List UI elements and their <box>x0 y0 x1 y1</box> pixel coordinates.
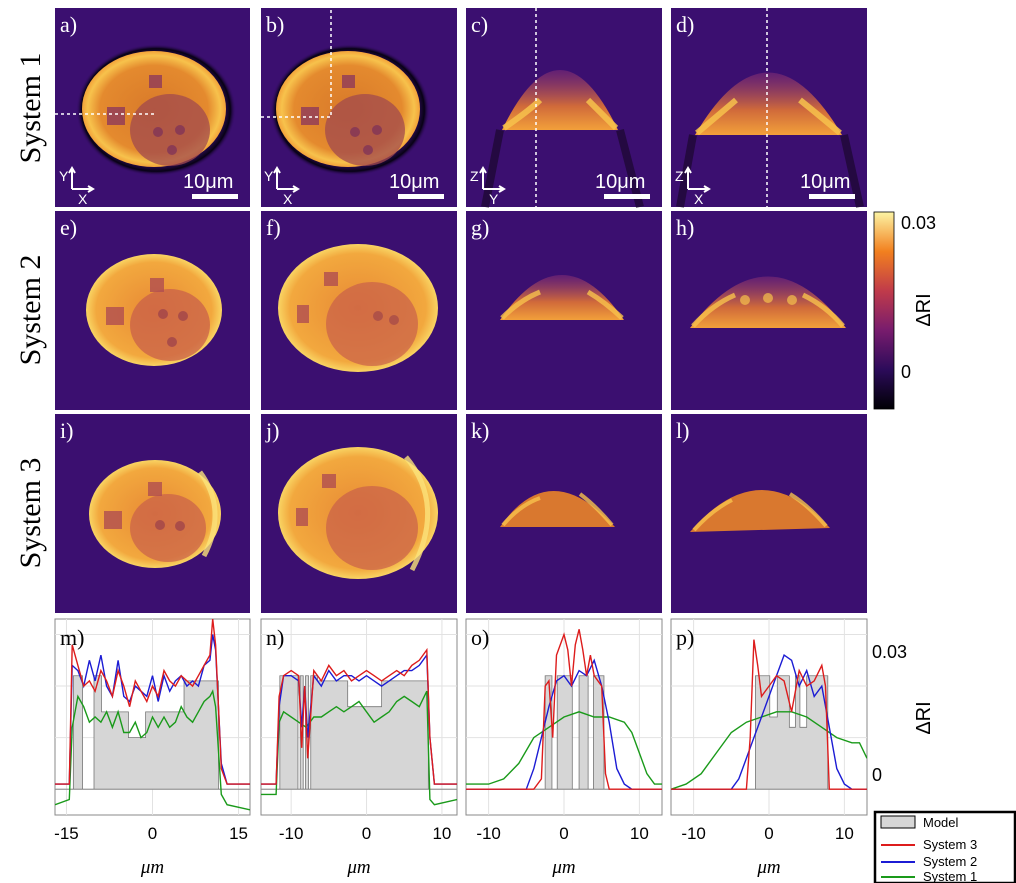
axis-v-d: Z <box>675 168 684 184</box>
axis-h-d: X <box>694 191 704 207</box>
x-tick-label: 0 <box>148 824 157 843</box>
x-tick-label: 15 <box>229 824 248 843</box>
panel-l: l) <box>671 414 867 613</box>
model-area <box>55 675 250 790</box>
panel-label-g: g) <box>471 215 489 240</box>
legend-label-system1: System 1 <box>923 869 977 883</box>
axes-indicator-a <box>68 166 95 193</box>
axes-indicator-c <box>479 166 506 193</box>
series-line-system1 <box>466 711 662 785</box>
legend-label-model: Model <box>923 815 959 830</box>
row-label-system2: System 2 <box>14 255 47 366</box>
x-tick-label: 0 <box>764 824 773 843</box>
axes-indicator-b <box>273 166 300 193</box>
panel-label-i: i) <box>60 418 73 443</box>
panel-label-d: d) <box>676 12 694 37</box>
series-line-system3 <box>671 639 867 790</box>
colorbar-min-label: 0 <box>901 362 911 382</box>
x-tick-label: -10 <box>681 824 706 843</box>
profile-plot-m: -15 0 15 μm m) <box>54 618 251 878</box>
series-line-system2 <box>55 634 250 785</box>
profile-plot-n: -10 0 10 μm n) <box>260 618 458 878</box>
series-line-system3 <box>466 629 662 790</box>
x-axis-label: μm <box>756 857 780 878</box>
x-tick-label: -10 <box>476 824 501 843</box>
colorbar: 0.03 0 ΔRI <box>873 211 936 410</box>
model-area <box>671 675 867 790</box>
panel-e: e) <box>55 211 250 410</box>
panel-label-p: p) <box>676 625 694 650</box>
panel-label-o: o) <box>471 625 489 650</box>
panel-b: b) Y X 10μm <box>261 8 457 207</box>
panel-j: j) <box>261 414 457 613</box>
profile-ytick-max: 0.03 <box>872 642 907 662</box>
panel-label-c: c) <box>471 12 488 37</box>
axis-v-b: Y <box>264 168 274 184</box>
scale-bar-label-a: 10μm <box>183 171 233 193</box>
x-tick-label: 10 <box>630 824 649 843</box>
panel-label-b: b) <box>266 12 284 37</box>
panel-label-e: e) <box>60 215 77 240</box>
series-line-system3 <box>55 619 250 785</box>
legend-label-system2: System 2 <box>923 854 977 869</box>
colorbar-label: ΔRI <box>913 293 935 326</box>
profile-ytick-zero: 0 <box>872 765 882 785</box>
row-label-system1: System 1 <box>14 53 47 164</box>
panel-d: d) Z X 10μm <box>671 8 867 208</box>
panel-k: k) <box>466 414 662 613</box>
x-tick-label: 10 <box>835 824 854 843</box>
panel-label-k: k) <box>471 418 489 443</box>
panel-label-j: j) <box>265 418 279 443</box>
x-tick-label: -10 <box>279 824 304 843</box>
legend-label-system3: System 3 <box>923 837 977 852</box>
series-line-system1 <box>261 690 457 806</box>
series-line-system1 <box>55 689 250 811</box>
scale-bar-label-b: 10μm <box>389 171 439 193</box>
profile-plot-o: -10 0 10 μm o) <box>465 618 663 878</box>
panel-label-a: a) <box>60 12 77 37</box>
axis-h-c: Y <box>489 191 499 207</box>
panel-g: g) <box>466 211 662 410</box>
x-axis-label: μm <box>346 857 370 878</box>
axis-h-a: X <box>78 191 88 207</box>
x-tick-label: 0 <box>362 824 371 843</box>
profile-plot-p: -10 0 10 μm p) <box>670 618 868 878</box>
scale-bar-a <box>192 194 238 199</box>
panel-label-h: h) <box>676 215 694 240</box>
model-area <box>466 675 662 790</box>
scale-bar-label-d: 10μm <box>800 171 850 193</box>
scale-bar-b <box>398 194 444 199</box>
x-tick-label: 10 <box>432 824 451 843</box>
axis-h-b: X <box>283 191 293 207</box>
colorbar-max-label: 0.03 <box>901 213 936 233</box>
axis-v-c: Z <box>470 168 479 184</box>
panel-f: f) <box>261 211 457 410</box>
panel-c: c) Z Y 10μm <box>466 8 662 209</box>
profile-ylabel: ΔRI <box>913 701 935 734</box>
scale-bar-c <box>604 194 650 199</box>
axis-v-a: Y <box>59 168 69 184</box>
series-line-system2 <box>466 658 662 790</box>
x-axis-label: μm <box>140 857 164 878</box>
series-line-system1 <box>671 711 867 790</box>
scale-bar-label-c: 10μm <box>595 171 645 193</box>
legend-swatch-model <box>880 815 916 829</box>
panel-label-m: m) <box>60 625 84 650</box>
axes-indicator-d <box>684 166 711 193</box>
row-label-system3: System 3 <box>14 458 47 569</box>
x-tick-label: -15 <box>54 824 79 843</box>
legend: Model System 3 System 2 System 1 <box>873 810 1016 883</box>
panel-h: h) <box>671 211 867 410</box>
x-axis-label: μm <box>551 857 575 878</box>
panel-label-n: n) <box>266 625 284 650</box>
x-tick-label: 0 <box>559 824 568 843</box>
series-line-system3 <box>261 647 457 785</box>
series-line-system2 <box>671 654 867 790</box>
panel-label-f: f) <box>266 215 281 240</box>
panel-i: i) <box>55 414 250 613</box>
panel-a: a) Y X 10μm <box>55 8 250 207</box>
panel-label-l: l) <box>676 418 689 443</box>
scale-bar-d <box>809 194 855 199</box>
